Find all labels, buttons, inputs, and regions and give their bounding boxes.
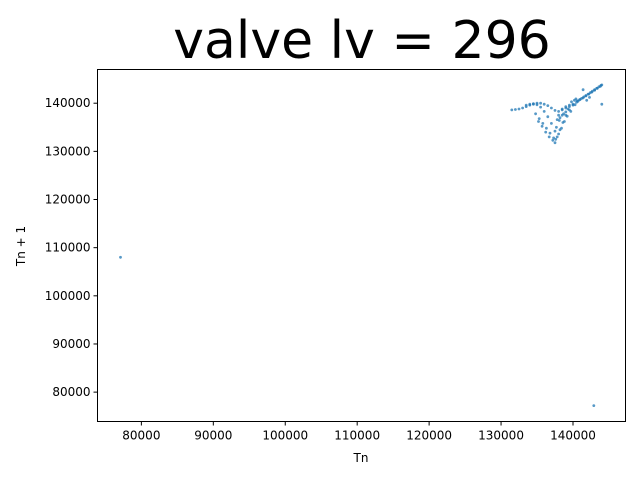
- data-point: [537, 120, 540, 123]
- data-point: [600, 102, 604, 106]
- data-point: [546, 115, 550, 119]
- data-point: [592, 404, 596, 407]
- y-tick-label: 100000: [45, 289, 91, 303]
- y-axis: 80000 90000 100000 110000 120000 130000 140000: [45, 96, 98, 399]
- data-point: [534, 112, 537, 116]
- data-point: [557, 113, 560, 117]
- y-tick-label: 110000: [45, 241, 91, 255]
- data-point: [570, 100, 573, 104]
- data-point: [593, 88, 596, 92]
- data-point: [573, 103, 577, 107]
- x-tick-label: 100000: [262, 429, 308, 443]
- data-point: [600, 83, 604, 87]
- data-point: [550, 122, 553, 125]
- chart-title: valve lv = 296: [173, 11, 550, 71]
- y-tick-label: 90000: [52, 337, 90, 351]
- data-point: [550, 106, 553, 110]
- x-axis: 80000 90000 100000 110000 120000 130000 140000: [122, 421, 596, 443]
- x-tick-label: 140000: [550, 429, 596, 443]
- data-point: [541, 122, 545, 125]
- data-point: [548, 131, 552, 135]
- data-point: [576, 99, 580, 103]
- data-point: [558, 116, 562, 120]
- data-point: [532, 102, 535, 106]
- data-point: [524, 103, 528, 107]
- data-point: [517, 107, 521, 111]
- data-point: [542, 110, 546, 113]
- y-tick-label: 130000: [45, 144, 91, 158]
- data-point: [560, 107, 564, 111]
- data-point: [585, 98, 589, 102]
- data-point: [564, 105, 568, 108]
- data-point: [578, 98, 582, 101]
- data-point: [557, 119, 561, 122]
- x-tick-label: 110000: [334, 429, 380, 443]
- data-point: [544, 130, 548, 134]
- data-point: [547, 135, 551, 139]
- x-tick-label: 80000: [122, 429, 160, 443]
- data-point: [514, 108, 517, 111]
- data-point: [587, 92, 591, 96]
- data-point: [555, 118, 559, 121]
- data-point: [563, 120, 566, 123]
- plot-area: [119, 83, 604, 407]
- data-point: [553, 141, 557, 145]
- data-point: [521, 106, 524, 110]
- x-tick-label: 90000: [194, 429, 232, 443]
- data-point: [564, 110, 568, 114]
- data-point: [557, 110, 560, 113]
- data-point: [540, 124, 544, 128]
- data-point: [555, 135, 559, 139]
- data-point: [528, 102, 532, 106]
- x-tick-label: 130000: [478, 429, 524, 443]
- data-point: [590, 90, 594, 94]
- data-point: [581, 88, 585, 92]
- data-point: [565, 114, 569, 118]
- y-tick-label: 140000: [45, 96, 91, 110]
- data-point: [555, 125, 558, 129]
- data-point: [510, 108, 514, 112]
- data-point: [553, 109, 557, 112]
- x-tick-label: 120000: [406, 429, 452, 443]
- data-point: [560, 126, 563, 130]
- data-point: [571, 102, 575, 106]
- y-tick-label: 80000: [52, 385, 90, 399]
- x-axis-label: Tn: [353, 451, 369, 465]
- data-point: [545, 126, 548, 130]
- data-point: [562, 112, 565, 116]
- data-point: [539, 105, 542, 109]
- data-point: [557, 132, 560, 136]
- data-point: [551, 138, 555, 142]
- data-point: [581, 96, 585, 100]
- y-tick-label: 120000: [45, 193, 91, 207]
- data-point: [552, 136, 555, 140]
- data-point: [574, 97, 578, 101]
- data-point: [553, 129, 557, 133]
- data-point: [537, 117, 541, 120]
- data-point: [554, 137, 558, 141]
- data-point: [569, 110, 573, 113]
- data-point: [584, 94, 588, 98]
- data-point: [542, 102, 546, 106]
- data-point: [119, 255, 122, 259]
- data-point: [535, 103, 539, 107]
- data-point: [539, 101, 542, 105]
- plot-frame: [97, 69, 626, 422]
- data-point: [596, 86, 599, 90]
- data-point: [546, 104, 550, 107]
- data-point: [588, 96, 591, 99]
- data-point: [566, 107, 570, 111]
- data-point: [568, 103, 571, 107]
- y-axis-label: Tn + 1: [14, 226, 28, 267]
